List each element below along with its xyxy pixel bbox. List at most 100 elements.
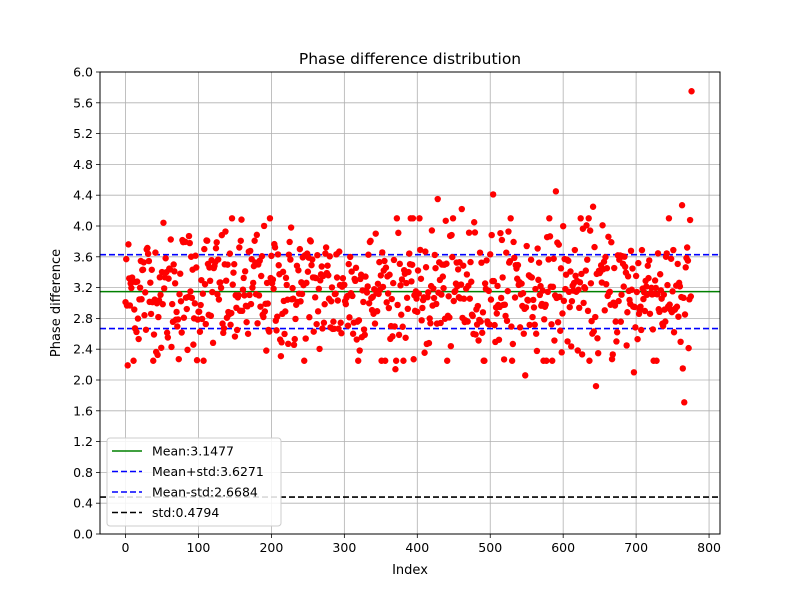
data-point (675, 313, 682, 320)
data-point (154, 351, 161, 359)
data-point (126, 302, 134, 309)
data-point (685, 344, 692, 352)
data-point (145, 257, 153, 265)
data-point (217, 284, 225, 292)
data-point (398, 311, 405, 318)
data-point (613, 338, 620, 345)
data-point (565, 257, 572, 264)
legend-box (106, 437, 282, 527)
data-point (263, 347, 270, 354)
data-point (670, 246, 677, 254)
data-point (682, 264, 689, 271)
y-tick-label: 1.2 (73, 434, 93, 449)
data-point (207, 312, 215, 320)
data-point (224, 261, 231, 268)
data-point (454, 266, 462, 273)
y-tick-label: 4.4 (73, 188, 93, 203)
data-point (408, 261, 416, 268)
data-points (122, 88, 695, 406)
data-point (603, 265, 611, 272)
data-point (415, 290, 422, 297)
data-point (592, 313, 599, 321)
data-point (148, 266, 155, 273)
data-point (663, 250, 670, 257)
data-point (371, 320, 379, 327)
data-point (355, 357, 362, 364)
y-tick-label: 6.0 (73, 65, 93, 80)
data-point (414, 308, 421, 316)
data-point (582, 267, 589, 274)
data-point (666, 301, 673, 308)
data-point (624, 273, 632, 280)
data-point (628, 286, 635, 293)
data-point (425, 289, 432, 296)
data-point (665, 215, 673, 222)
data-point (632, 324, 639, 331)
data-point (282, 274, 290, 282)
data-point (140, 259, 147, 266)
data-point (257, 303, 264, 310)
x-tick-label: 700 (624, 540, 648, 555)
data-point (308, 261, 315, 269)
data-point (201, 281, 209, 288)
data-point (193, 357, 201, 364)
data-point (284, 340, 292, 348)
data-point (410, 356, 417, 363)
data-point (315, 285, 323, 292)
data-point (575, 286, 582, 293)
data-point (518, 280, 525, 287)
data-point (428, 227, 436, 234)
data-point (433, 300, 440, 308)
data-point (363, 289, 371, 296)
data-point (554, 318, 562, 326)
data-point (646, 310, 654, 317)
data-point (631, 303, 638, 311)
data-point (303, 279, 310, 287)
data-point (646, 257, 653, 264)
data-point (634, 335, 641, 343)
data-point (274, 251, 282, 258)
data-point (324, 262, 331, 269)
data-point (485, 287, 492, 295)
data-point (328, 298, 335, 305)
data-point (313, 320, 320, 328)
data-point (230, 269, 237, 276)
y-tick-label: 4.0 (73, 219, 93, 234)
data-point (352, 277, 359, 285)
data-point (637, 303, 644, 310)
data-point (134, 315, 142, 322)
y-tick-label: 3.6 (73, 249, 93, 264)
data-point (543, 357, 550, 364)
data-point (266, 328, 273, 335)
data-point (228, 309, 235, 317)
data-point (349, 292, 356, 300)
data-point (471, 229, 479, 236)
data-point (332, 290, 339, 297)
data-point (162, 255, 169, 262)
data-point (502, 312, 509, 320)
data-point (548, 321, 555, 328)
data-point (426, 315, 433, 322)
x-axis-label: Index (392, 563, 428, 578)
data-point (676, 283, 684, 290)
data-point (321, 301, 328, 308)
data-point (283, 281, 290, 289)
data-point (503, 249, 510, 256)
data-point (275, 262, 282, 269)
data-point (652, 284, 660, 292)
data-point (533, 347, 541, 355)
data-point (510, 238, 517, 246)
data-point (287, 256, 294, 263)
data-point (644, 262, 651, 269)
data-point (447, 342, 455, 350)
data-point (264, 300, 271, 307)
data-point (507, 215, 514, 222)
data-point (273, 327, 280, 334)
data-point (130, 357, 137, 364)
data-point (443, 260, 450, 267)
data-point (490, 277, 498, 285)
y-tick-label: 4.8 (73, 157, 93, 172)
data-point (623, 342, 630, 349)
data-point (608, 239, 615, 246)
y-tick-label: 3.2 (73, 280, 93, 295)
